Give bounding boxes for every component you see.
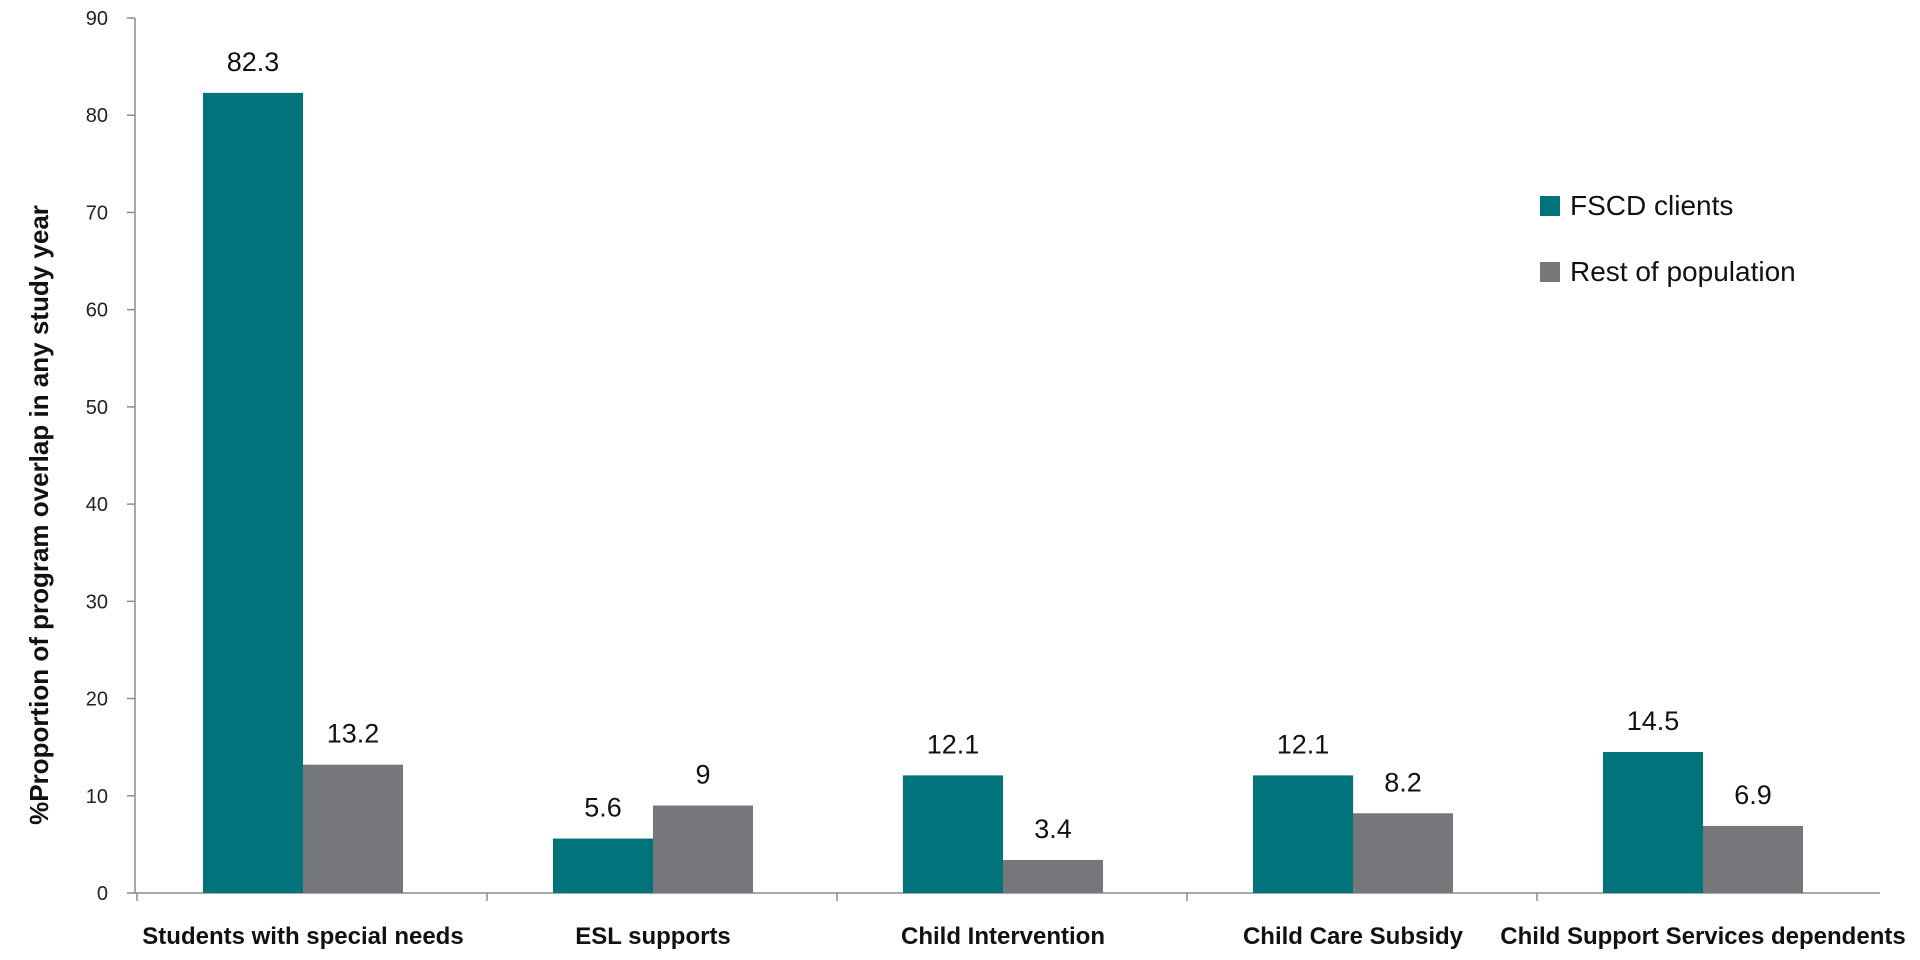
data-label: 8.2 bbox=[1384, 767, 1422, 797]
y-tick-label: 0 bbox=[97, 883, 108, 905]
bar-rest-of-population bbox=[1353, 813, 1453, 893]
bar-fscd-clients bbox=[203, 92, 303, 894]
y-tick-label: 60 bbox=[86, 300, 108, 322]
x-category-label: Students with special needs bbox=[142, 923, 463, 950]
x-category-label: Child Intervention bbox=[901, 923, 1105, 950]
y-tick-label: 30 bbox=[86, 591, 108, 613]
y-tick-label: 10 bbox=[86, 786, 108, 808]
x-category-label: Child Support Services dependents bbox=[1500, 923, 1905, 950]
y-axis-title: %Proportion of program overlap in any st… bbox=[24, 205, 54, 825]
data-label: 6.9 bbox=[1734, 780, 1772, 810]
axes: 0 10 20 30 40 50 60 70 80 90 bbox=[86, 8, 1880, 905]
data-label: 12.1 bbox=[1277, 729, 1330, 759]
x-category-label: Child Care Subsidy bbox=[1243, 923, 1464, 950]
data-label: 3.4 bbox=[1034, 814, 1072, 844]
legend-label: Rest of population bbox=[1570, 256, 1796, 287]
data-label: 9 bbox=[695, 760, 710, 790]
data-label: 12.1 bbox=[927, 729, 980, 759]
bar-fscd-clients bbox=[903, 775, 1003, 893]
bar-fscd-clients bbox=[1253, 775, 1353, 893]
bar-rest-of-population bbox=[303, 764, 403, 893]
data-labels: 82.3 13.2 5.6 9 12.1 3.4 12.1 8.2 14.5 6.9 bbox=[227, 47, 1772, 844]
category-labels: Students with special needs ESL supports C… bbox=[142, 923, 1905, 950]
y-tick-label: 50 bbox=[86, 397, 108, 419]
y-tick-label: 40 bbox=[86, 494, 108, 516]
y-tick-label: 20 bbox=[86, 689, 108, 711]
y-tick-label: 90 bbox=[86, 8, 108, 30]
bar-rest-of-population bbox=[653, 805, 753, 893]
bar-fscd-clients bbox=[553, 838, 653, 893]
bar-fscd-clients bbox=[1603, 752, 1703, 893]
data-label: 5.6 bbox=[584, 793, 622, 823]
data-label: 14.5 bbox=[1627, 706, 1680, 736]
data-label: 13.2 bbox=[327, 719, 380, 749]
y-tick-label: 80 bbox=[86, 105, 108, 127]
x-category-label: ESL supports bbox=[575, 923, 731, 950]
y-axis-title-group: %Proportion of program overlap in any st… bbox=[24, 205, 54, 825]
bar-rest-of-population bbox=[1703, 825, 1803, 893]
bar-rest-of-population bbox=[1003, 859, 1103, 893]
legend-swatch bbox=[1540, 262, 1560, 282]
bars bbox=[203, 92, 1803, 894]
legend-swatch bbox=[1540, 196, 1560, 216]
legend: FSCD clients Rest of population bbox=[1540, 190, 1796, 287]
data-label: 82.3 bbox=[227, 47, 280, 77]
y-tick-label: 70 bbox=[86, 202, 108, 224]
legend-label: FSCD clients bbox=[1570, 190, 1733, 221]
